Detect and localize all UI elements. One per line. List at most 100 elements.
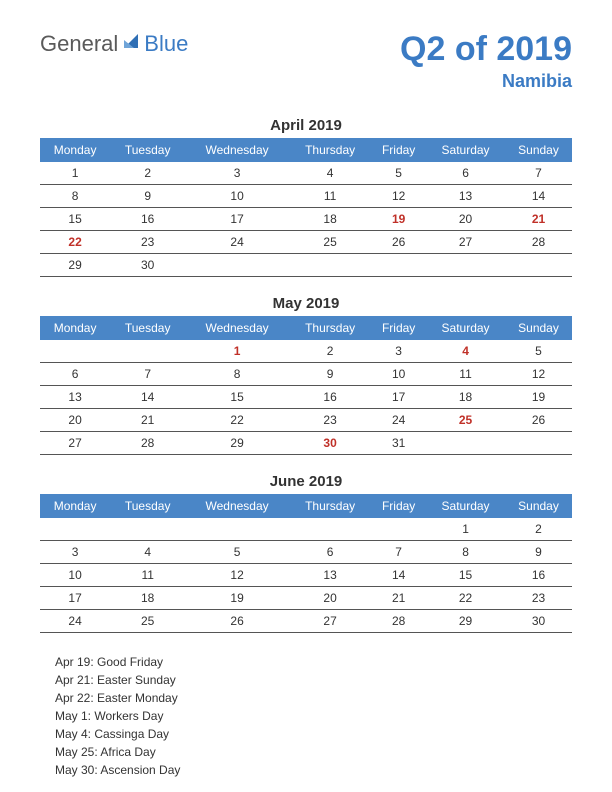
day-cell: 11 xyxy=(289,185,371,208)
day-cell: 29 xyxy=(185,432,289,455)
weekday-header: Tuesday xyxy=(110,138,185,162)
weekday-header: Wednesday xyxy=(185,316,289,340)
weekday-header: Monday xyxy=(40,138,110,162)
day-cell: 17 xyxy=(40,587,110,610)
day-cell: 20 xyxy=(426,208,505,231)
day-cell: 5 xyxy=(371,162,426,185)
table-row: 13141516171819 xyxy=(40,386,572,409)
holiday-entry: May 1: Workers Day xyxy=(55,707,572,725)
day-cell: 6 xyxy=(289,541,371,564)
day-cell xyxy=(426,254,505,277)
day-cell: 18 xyxy=(110,587,185,610)
weekday-header: Friday xyxy=(371,494,426,518)
table-row: 12 xyxy=(40,518,572,541)
day-cell: 7 xyxy=(371,541,426,564)
weekday-header: Thursday xyxy=(289,138,371,162)
day-cell: 29 xyxy=(426,610,505,633)
month-title: May 2019 xyxy=(40,295,572,312)
day-cell: 23 xyxy=(289,409,371,432)
month-block: June 2019MondayTuesdayWednesdayThursdayF… xyxy=(40,473,572,633)
day-cell: 17 xyxy=(371,386,426,409)
day-cell: 14 xyxy=(371,564,426,587)
day-cell: 10 xyxy=(40,564,110,587)
title-block: Q2 of 2019 Namibia xyxy=(400,30,572,92)
day-cell xyxy=(289,518,371,541)
day-cell: 1 xyxy=(426,518,505,541)
holiday-entry: Apr 21: Easter Sunday xyxy=(55,671,572,689)
weekday-header: Tuesday xyxy=(110,316,185,340)
calendar-table: MondayTuesdayWednesdayThursdayFridaySatu… xyxy=(40,138,572,277)
holiday-entry: Apr 22: Easter Monday xyxy=(55,689,572,707)
day-cell: 28 xyxy=(505,231,572,254)
day-cell: 6 xyxy=(40,363,110,386)
day-cell: 11 xyxy=(426,363,505,386)
day-cell: 8 xyxy=(426,541,505,564)
day-cell: 25 xyxy=(426,409,505,432)
day-cell xyxy=(110,518,185,541)
weekday-header: Wednesday xyxy=(185,494,289,518)
weekday-header: Thursday xyxy=(289,316,371,340)
day-cell: 22 xyxy=(185,409,289,432)
table-row: 12345 xyxy=(40,340,572,363)
day-cell xyxy=(426,432,505,455)
table-row: 891011121314 xyxy=(40,185,572,208)
weekday-header: Tuesday xyxy=(110,494,185,518)
month-title: April 2019 xyxy=(40,117,572,134)
day-cell: 9 xyxy=(110,185,185,208)
day-cell: 24 xyxy=(185,231,289,254)
day-cell xyxy=(40,518,110,541)
page-title: Q2 of 2019 xyxy=(400,30,572,69)
table-row: 15161718192021 xyxy=(40,208,572,231)
day-cell: 25 xyxy=(289,231,371,254)
weekday-header: Sunday xyxy=(505,494,572,518)
day-cell: 7 xyxy=(505,162,572,185)
day-cell: 2 xyxy=(110,162,185,185)
day-cell xyxy=(40,340,110,363)
day-cell: 26 xyxy=(505,409,572,432)
month-title: June 2019 xyxy=(40,473,572,490)
month-block: April 2019 MondayTuesdayWednesdayThursday… xyxy=(40,117,572,277)
day-cell: 3 xyxy=(185,162,289,185)
header: General Blue Q2 of 2019 Namibia xyxy=(40,30,572,92)
logo: General Blue xyxy=(40,30,188,58)
table-row: 10111213141516 xyxy=(40,564,572,587)
day-cell: 15 xyxy=(426,564,505,587)
weekday-header: Saturday xyxy=(426,494,505,518)
day-cell: 29 xyxy=(40,254,110,277)
day-cell: 19 xyxy=(505,386,572,409)
day-cell: 10 xyxy=(185,185,289,208)
day-cell xyxy=(289,254,371,277)
day-cell: 21 xyxy=(110,409,185,432)
table-row: 6789101112 xyxy=(40,363,572,386)
holiday-entry: May 30: Ascension Day xyxy=(55,761,572,779)
day-cell: 31 xyxy=(371,432,426,455)
day-cell: 21 xyxy=(505,208,572,231)
day-cell xyxy=(185,518,289,541)
day-cell: 22 xyxy=(426,587,505,610)
day-cell: 13 xyxy=(289,564,371,587)
day-cell: 1 xyxy=(40,162,110,185)
logo-text-blue: Blue xyxy=(144,31,188,57)
table-row: 24252627282930 xyxy=(40,610,572,633)
weekday-header: Saturday xyxy=(426,138,505,162)
weekday-header: Sunday xyxy=(505,316,572,340)
page-subtitle: Namibia xyxy=(400,71,572,92)
day-cell: 15 xyxy=(40,208,110,231)
day-cell xyxy=(505,254,572,277)
day-cell: 12 xyxy=(185,564,289,587)
months-container: April 2019MondayTuesdayWednesdayThursday… xyxy=(40,117,572,633)
day-cell: 11 xyxy=(110,564,185,587)
day-cell: 9 xyxy=(505,541,572,564)
day-cell xyxy=(185,254,289,277)
weekday-header: Friday xyxy=(371,138,426,162)
day-cell xyxy=(110,340,185,363)
day-cell: 30 xyxy=(289,432,371,455)
day-cell: 27 xyxy=(289,610,371,633)
table-row: 3456789 xyxy=(40,541,572,564)
table-row: 2728293031 xyxy=(40,432,572,455)
day-cell: 26 xyxy=(185,610,289,633)
table-row: 1234567 xyxy=(40,162,572,185)
table-row: 17181920212223 xyxy=(40,587,572,610)
holiday-entry: May 25: Africa Day xyxy=(55,743,572,761)
day-cell: 2 xyxy=(289,340,371,363)
